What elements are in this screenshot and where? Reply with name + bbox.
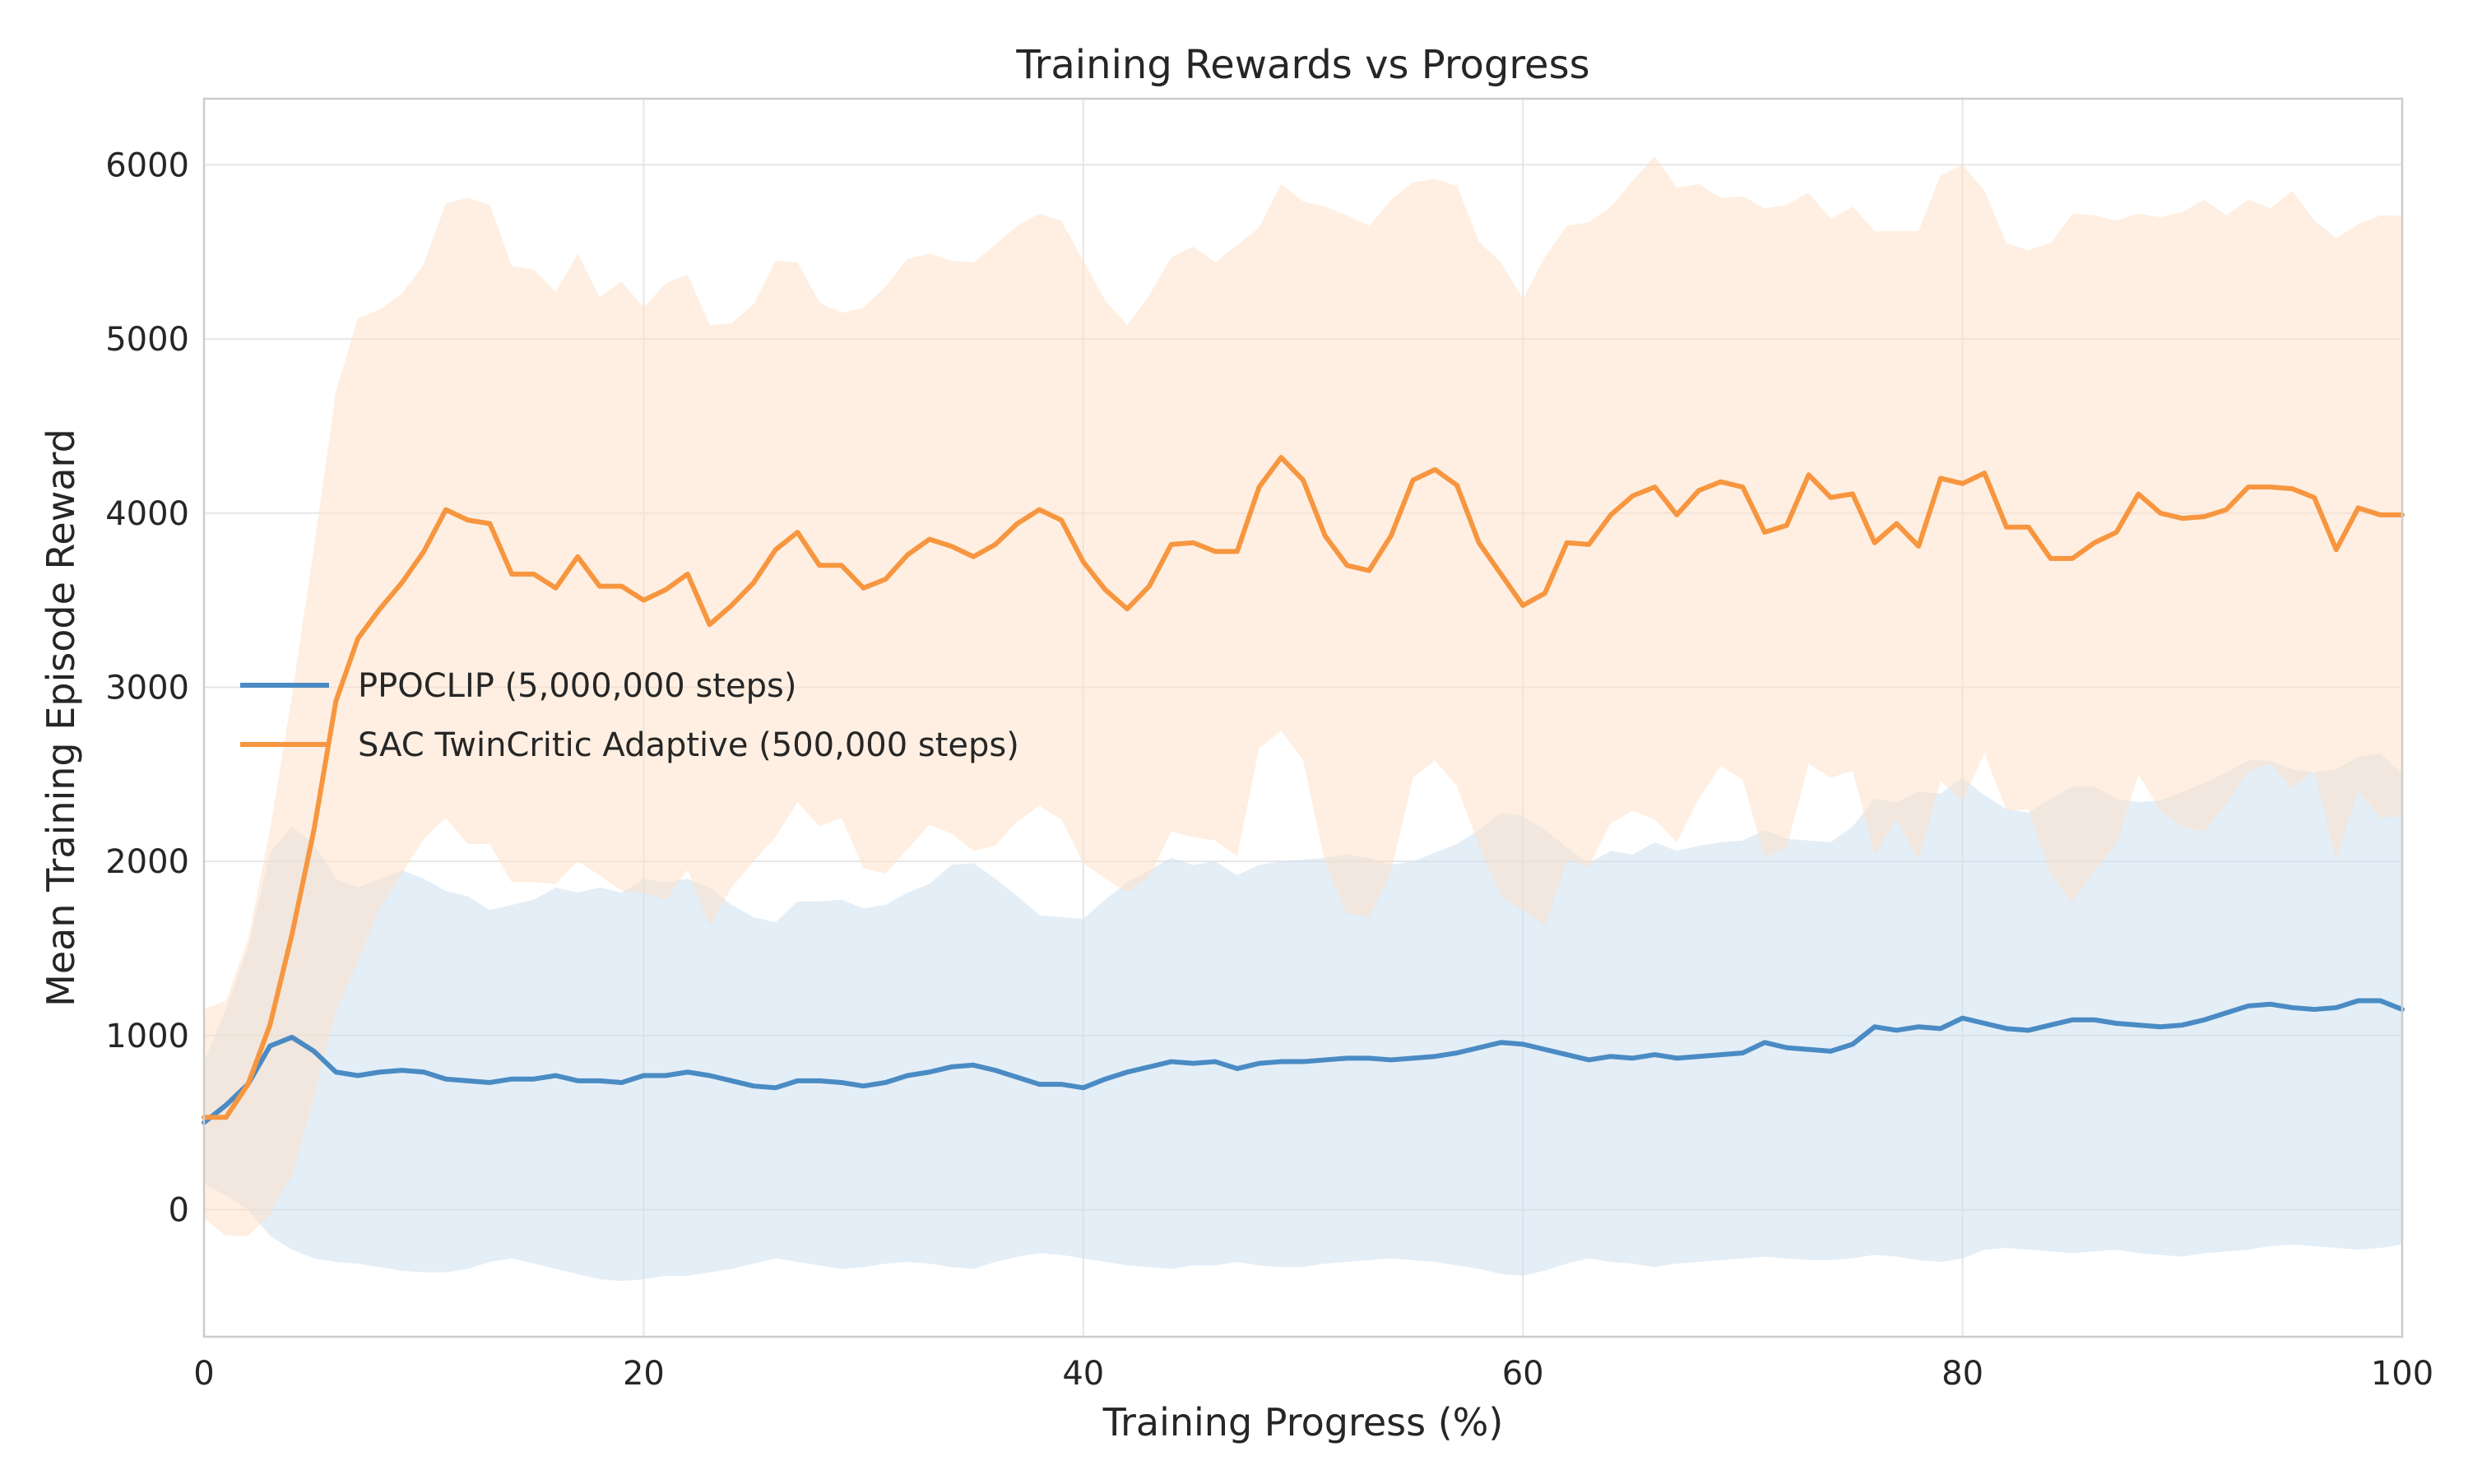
x-tick-label-40: 40 [1062,1355,1104,1393]
y-tick-label-4000: 4000 [105,495,189,533]
x-axis-label: Training Progress (%) [1102,1400,1504,1445]
x-tick-label-20: 20 [623,1355,665,1393]
y-tick-label-6000: 6000 [105,146,189,184]
x-tick-label-60: 60 [1502,1355,1544,1393]
confidence-bands [204,155,2402,1282]
y-tick-label-5000: 5000 [105,321,189,359]
legend-label-ppoclip: PPOCLIP (5,000,000 steps) [358,667,796,705]
band-series-1 [204,155,2402,1236]
x-tick-label-100: 100 [2371,1355,2433,1393]
band-series-0 [204,753,2402,1282]
x-tick-label-0: 0 [193,1355,214,1393]
chart-title: Training Rewards vs Progress [1015,42,1589,88]
line-series-0 [202,998,2405,1125]
x-tick-label-80: 80 [1941,1355,1983,1393]
line-series-1 [202,455,2405,1120]
y-axis-label: Mean Training Episode Reward [39,429,83,1007]
y-tick-label-2000: 2000 [105,843,189,881]
y-tick-label-0: 0 [169,1191,189,1229]
legend-label-sac: SAC TwinCritic Adaptive (500,000 steps) [358,726,1019,764]
legend: PPOCLIP (5,000,000 steps) SAC TwinCritic… [240,667,1019,764]
y-tick-label-3000: 3000 [105,669,189,707]
y-tick-label-1000: 1000 [105,1018,189,1055]
plot-frame [202,97,2404,1338]
series-lines [202,455,2405,1125]
